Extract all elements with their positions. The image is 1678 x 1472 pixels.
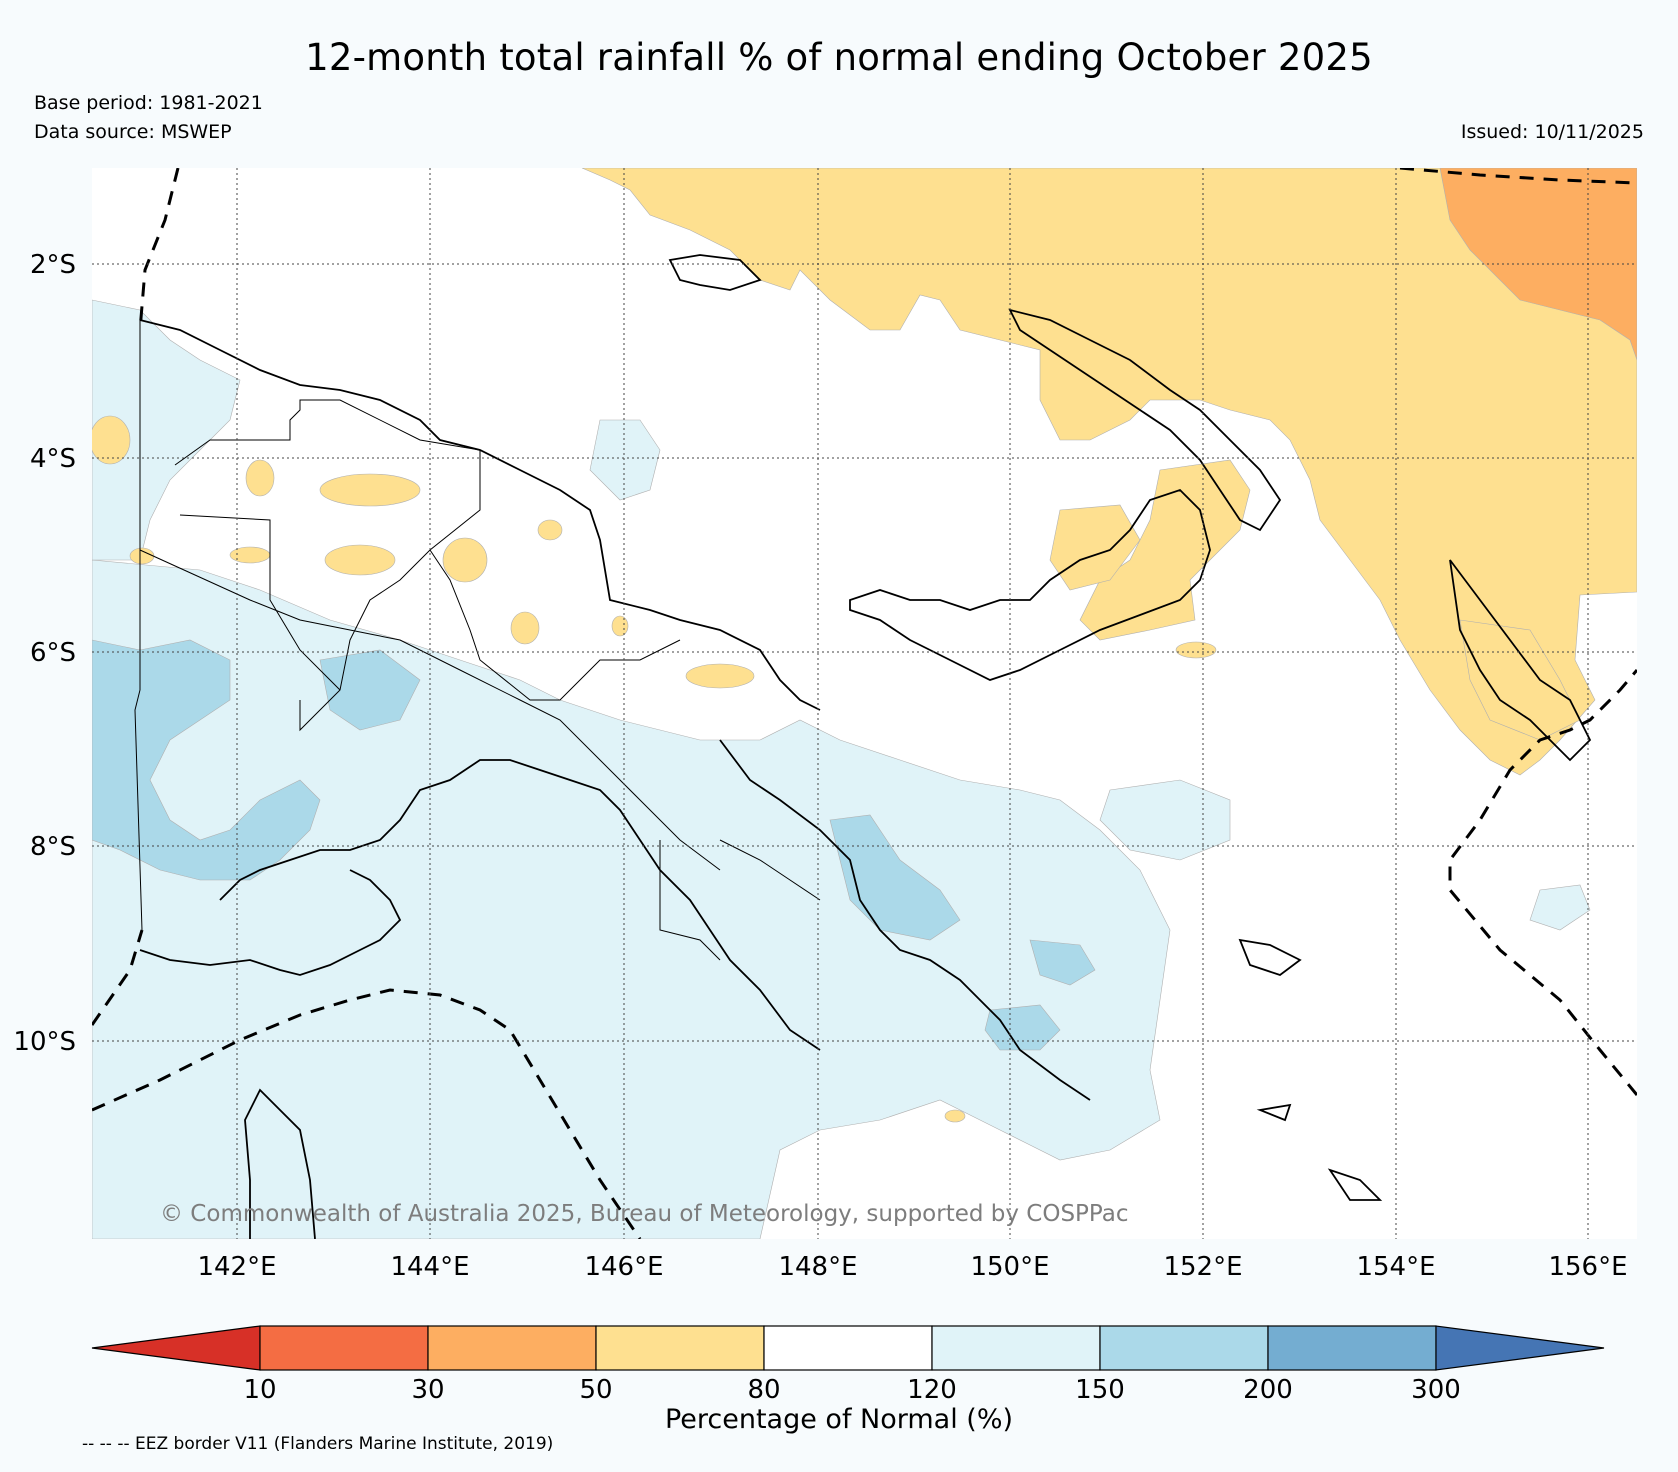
colorbar-extend-low bbox=[91, 1325, 261, 1371]
colorbar-bin-120-150 bbox=[931, 1325, 1101, 1371]
png-indonesia-border bbox=[134, 320, 143, 931]
colorbar-tick-300: 300 bbox=[1411, 1375, 1461, 1405]
anomaly-120-150-north-sea bbox=[589, 419, 661, 501]
lon-label-152e: 152°E bbox=[1163, 1252, 1242, 1282]
coastline-newbritain bbox=[849, 488, 1211, 681]
colorbar-tick-10: 10 bbox=[243, 1375, 276, 1405]
eez-west bbox=[138, 168, 180, 331]
anomaly-50-80-northeast bbox=[581, 168, 1637, 776]
eez-border-note: -- -- -- EEZ border V11 (Flanders Marine… bbox=[82, 1434, 554, 1454]
lon-label-154e: 154°E bbox=[1356, 1252, 1435, 1282]
colorbar-tick-200: 200 bbox=[1243, 1375, 1293, 1405]
colorbar-bin-30-50 bbox=[427, 1325, 597, 1371]
colorbar-tick-150: 150 bbox=[1075, 1375, 1125, 1405]
anomaly-120-150-far-east bbox=[1529, 884, 1591, 931]
eez-borders bbox=[92, 168, 1637, 1239]
anomaly-150-200-west bbox=[92, 639, 321, 881]
lon-label-142e: 142°E bbox=[197, 1252, 276, 1282]
province-borders bbox=[139, 399, 821, 961]
coastline-islands-east bbox=[1238, 938, 1383, 1201]
anomaly-50-80-newbritain-w bbox=[1049, 504, 1141, 591]
colorbar-tick-50: 50 bbox=[579, 1375, 612, 1405]
data-source-text: Data source: MSWEP bbox=[34, 121, 232, 143]
anomaly-50-80-newbritain bbox=[1079, 459, 1251, 641]
lon-label-146e: 146°E bbox=[584, 1252, 663, 1282]
colorbar-extend-high bbox=[1435, 1325, 1605, 1371]
lon-label-150e: 150°E bbox=[970, 1252, 1049, 1282]
colorbar-bin-200-300 bbox=[1267, 1325, 1437, 1371]
base-period-text: Base period: 1981-2021 bbox=[34, 92, 263, 114]
lat-label-2s: 2°S bbox=[30, 250, 76, 280]
eez-southwest bbox=[92, 988, 642, 1239]
colorbar-bin-80-120 bbox=[763, 1325, 933, 1371]
coastline-west-south bbox=[139, 869, 402, 976]
anomaly-150-200-milnebay bbox=[984, 1004, 1061, 1051]
colorbar-tick-30: 30 bbox=[411, 1375, 444, 1405]
lat-label-6s: 6°S bbox=[30, 638, 76, 668]
eez-northeast bbox=[1399, 168, 1637, 185]
lat-label-8s: 8°S bbox=[30, 832, 76, 862]
eez-east bbox=[1448, 669, 1637, 1096]
map-title: 12-month total rainfall % of normal endi… bbox=[305, 36, 1373, 79]
colorbar-tick-80: 80 bbox=[747, 1375, 780, 1405]
anomaly-150-200-trobriand bbox=[1029, 939, 1096, 986]
lon-label-148e: 148°E bbox=[778, 1252, 857, 1282]
colorbar-tick-120: 120 bbox=[907, 1375, 957, 1405]
borders bbox=[134, 320, 821, 961]
coastline-manus bbox=[668, 254, 762, 291]
anomaly-120-150-east-sea bbox=[1099, 779, 1231, 861]
lon-label-144e: 144°E bbox=[390, 1252, 469, 1282]
issued-date-text: Issued: 10/11/2025 bbox=[1460, 121, 1644, 143]
colorbar-title: Percentage of Normal (%) bbox=[664, 1404, 1014, 1435]
coastline-bougainville bbox=[1449, 559, 1592, 762]
anomaly-150-200-central bbox=[319, 649, 421, 731]
colorbar bbox=[91, 1325, 1605, 1371]
colorbar-bin-150-200 bbox=[1099, 1325, 1269, 1371]
coastline-east bbox=[719, 739, 1091, 1101]
lat-label-10s: 10°S bbox=[13, 1027, 76, 1057]
copyright-watermark: © Commonwealth of Australia 2025, Bureau… bbox=[160, 1201, 1129, 1227]
colorbar-bin-10-30 bbox=[259, 1325, 429, 1371]
coastlines bbox=[139, 254, 1592, 1239]
graticule bbox=[92, 168, 1637, 1239]
anomaly-50-80-highlands bbox=[92, 415, 1217, 1123]
coastline-newireland bbox=[1008, 308, 1282, 532]
coastline-cape-york bbox=[244, 1088, 316, 1239]
coastline-south bbox=[219, 759, 821, 1051]
lat-label-4s: 4°S bbox=[30, 444, 76, 474]
coastline-north bbox=[139, 319, 821, 711]
anomaly-50-80-newireland bbox=[1459, 619, 1581, 741]
lon-label-156e: 156°E bbox=[1548, 1252, 1627, 1282]
colorbar-bin-50-80 bbox=[595, 1325, 765, 1371]
